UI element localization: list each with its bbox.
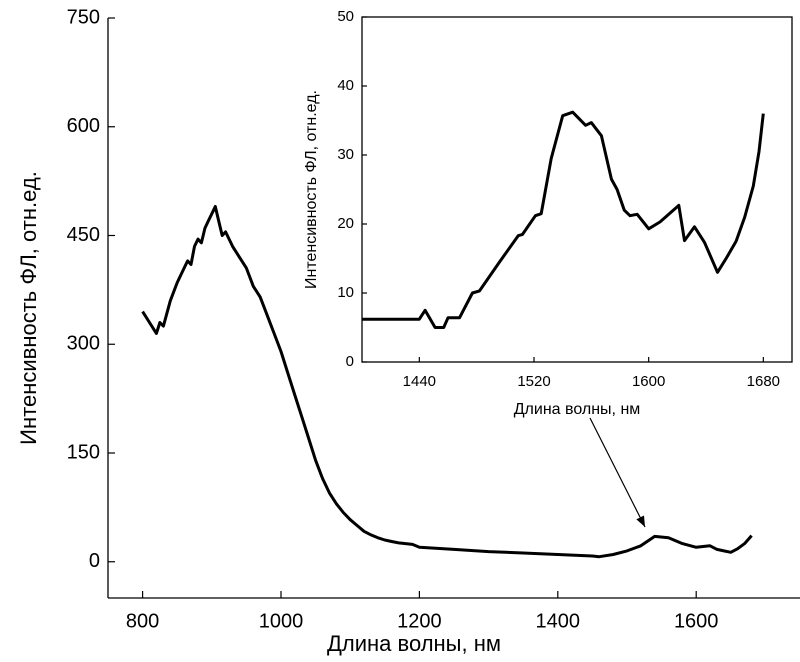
data-line: [362, 110, 765, 329]
y-tick-label: 20: [337, 215, 354, 232]
x-tick-label: 1600: [632, 373, 665, 390]
y-tick-label: 40: [337, 77, 354, 94]
y-tick-label: 0: [89, 550, 100, 572]
y-tick-label: 0: [346, 353, 354, 370]
x-tick-label: 1000: [259, 610, 304, 632]
y-tick-label: 600: [67, 115, 100, 137]
pointer-arrow: [589, 417, 646, 528]
x-tick-label: 1440: [403, 373, 436, 390]
y-tick-label: 50: [337, 8, 354, 25]
y-tick-label: 750: [67, 6, 100, 28]
x-tick-label: 800: [126, 610, 159, 632]
x-tick-label: 1400: [536, 610, 581, 632]
y-tick-label: 300: [67, 333, 100, 355]
data-line: [141, 205, 753, 559]
y-tick-label: 150: [67, 441, 100, 463]
y-tick-label: 30: [337, 146, 354, 163]
y-tick-label: 450: [67, 224, 100, 246]
x-tick-label: 1680: [747, 373, 780, 390]
y-tick-label: 10: [337, 284, 354, 301]
y-axis-label: Интенсивность ФЛ, отн.ед.: [16, 171, 41, 445]
x-tick-label: 1600: [674, 610, 719, 632]
x-axis-label: Длина волны, нм: [327, 631, 501, 656]
x-axis-label: Длина волны, нм: [514, 401, 641, 418]
y-axis-label: Интенсивность ФЛ, отн.ед.: [303, 90, 320, 289]
x-tick-label: 1200: [397, 610, 442, 632]
x-tick-label: 1520: [517, 373, 550, 390]
inset-frame: [361, 16, 793, 363]
